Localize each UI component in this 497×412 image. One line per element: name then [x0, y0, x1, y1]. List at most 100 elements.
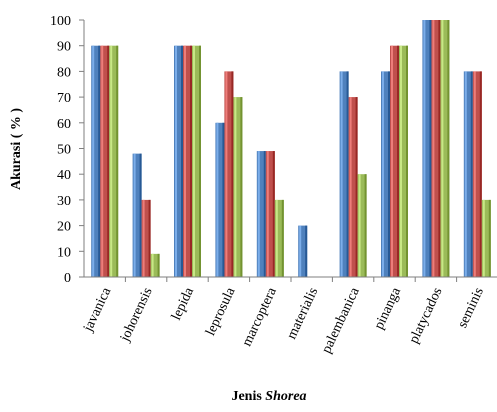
bar [431, 20, 441, 277]
x-tick-label: leprosula [203, 285, 239, 339]
bar-highlight [142, 199, 145, 277]
bar-shadow [272, 151, 275, 277]
y-tick-label: 50 [57, 143, 71, 158]
bar-highlight [423, 20, 426, 277]
bar-shadow [447, 20, 450, 277]
x-tick-label: javanica [81, 285, 115, 335]
bar-highlight [382, 71, 384, 278]
y-tick-label: 70 [57, 91, 71, 106]
bar-shadow [231, 71, 234, 278]
bar-highlight [92, 45, 95, 278]
bar [256, 151, 266, 277]
bar [440, 20, 450, 277]
bar-shadow [263, 151, 266, 277]
bar [183, 45, 192, 278]
bar [174, 45, 183, 278]
bar [481, 199, 491, 277]
bar-highlight [358, 174, 361, 277]
y-tick-label: 100 [50, 14, 71, 29]
bar [265, 151, 275, 277]
bar-highlight [133, 153, 136, 277]
bar [357, 174, 367, 277]
bar [399, 45, 408, 278]
bar-highlight [266, 151, 269, 277]
bar [109, 45, 119, 278]
bar-highlight [234, 97, 237, 277]
bar-highlight [110, 45, 113, 278]
bar-highlight [349, 97, 352, 277]
y-tick-label: 90 [57, 40, 71, 55]
y-axis-title: Akurasi ( % ) [9, 108, 24, 190]
bar-shadow [107, 45, 110, 278]
bar-shadow [388, 71, 390, 278]
bar-shadow [355, 97, 358, 277]
bars [91, 20, 491, 278]
bar-highlight [184, 45, 186, 278]
bar-highlight [193, 45, 195, 278]
bar-shadow [346, 71, 349, 278]
bar [422, 20, 432, 277]
bar-shadow [181, 45, 183, 278]
x-tick-label: seminis [455, 285, 487, 330]
y-axis-ticks: 0 10 20 30 40 50 60 70 80 90 100 [50, 14, 84, 286]
bar [192, 45, 201, 278]
bar-shadow [148, 199, 151, 277]
bar-shadow [199, 45, 201, 278]
x-tick-label: lepida [169, 285, 197, 323]
y-tick-label: 40 [57, 168, 71, 183]
x-tick-label: johorensis [117, 285, 155, 344]
bar [91, 45, 101, 278]
y-tick-label: 20 [57, 220, 71, 235]
bar-shadow [190, 45, 192, 278]
bar [132, 153, 142, 277]
bar [150, 253, 160, 277]
y-tick-label: 10 [57, 245, 71, 260]
bar-shadow [139, 153, 142, 277]
bar [390, 45, 399, 278]
y-tick-label: 80 [57, 65, 71, 80]
bar-shadow [429, 20, 432, 277]
x-tick-label: marcoptera [240, 285, 281, 349]
bar-highlight [464, 71, 467, 278]
bar-highlight [441, 20, 444, 277]
bar-highlight [432, 20, 435, 277]
bar-shadow [438, 20, 441, 277]
bar-shadow [240, 97, 243, 277]
bar-shadow [157, 253, 160, 277]
bar-shadow [479, 71, 482, 278]
bar [298, 225, 308, 277]
x-axis-title-prefix: Jenis [231, 389, 265, 404]
bar-shadow [406, 45, 408, 278]
bar-shadow [364, 174, 367, 277]
bar-highlight [275, 199, 278, 277]
y-tick-label: 30 [57, 194, 71, 209]
bar-highlight [473, 71, 476, 278]
y-tick-label: 0 [64, 271, 71, 286]
bar-highlight [257, 151, 260, 277]
x-axis-title-italic: Shorea [265, 389, 306, 404]
x-axis-title: Jenis Shorea [231, 389, 306, 404]
bar [274, 199, 284, 277]
bar-shadow [470, 71, 473, 278]
bar-shadow [281, 199, 284, 277]
y-tick-label: 60 [57, 117, 71, 132]
bar [463, 71, 473, 278]
bar [381, 71, 390, 278]
bar [348, 97, 358, 277]
bar [224, 71, 234, 278]
x-axis-ticks: javanica johorensis lepida leprosula marcopt… [81, 277, 487, 356]
bar-highlight [216, 122, 219, 277]
bar-shadow [305, 225, 308, 277]
bar [233, 97, 243, 277]
bar [100, 45, 110, 278]
bar-highlight [482, 199, 485, 277]
bar [215, 122, 225, 277]
bar [472, 71, 482, 278]
x-tick-label: pinanga [372, 285, 405, 332]
x-tick-label: palembanica [319, 285, 363, 356]
bar-highlight [225, 71, 228, 278]
bar-highlight [151, 253, 154, 277]
bar-highlight [340, 71, 343, 278]
bar-shadow [98, 45, 101, 278]
